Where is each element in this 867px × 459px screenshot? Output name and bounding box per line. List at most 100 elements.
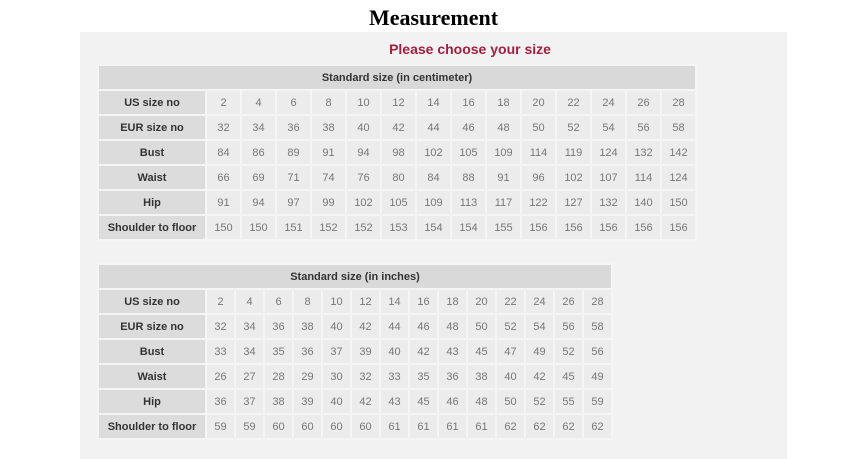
size-cell: 16 <box>408 288 439 315</box>
size-cell: 58 <box>660 114 697 141</box>
size-cell: 59 <box>205 413 236 440</box>
size-table-centimeter: Standard size (in centimeter) US size no 2… <box>97 64 697 241</box>
table-row: EUR size no 32 34 36 38 40 42 44 46 48 50 52 54 56 58 <box>97 313 613 340</box>
size-cell: 114 <box>520 139 557 166</box>
size-cell: 132 <box>625 139 662 166</box>
size-cell: 114 <box>625 164 662 191</box>
table-caption: Standard size (in centimeter) <box>97 64 697 91</box>
table-header-row: Standard size (in centimeter) <box>97 64 697 91</box>
size-cell: 42 <box>524 363 555 390</box>
size-cell: 124 <box>590 139 627 166</box>
size-cell: 29 <box>292 363 323 390</box>
size-cell: 59 <box>582 388 613 415</box>
size-cell: 140 <box>625 189 662 216</box>
size-cell: 59 <box>234 413 265 440</box>
size-cell: 10 <box>345 89 382 116</box>
row-label: US size no <box>97 89 207 116</box>
size-cell: 34 <box>234 313 265 340</box>
size-cell: 91 <box>310 139 347 166</box>
size-cell: 71 <box>275 164 312 191</box>
size-cell: 33 <box>205 338 236 365</box>
size-cell: 6 <box>275 89 312 116</box>
size-cell: 69 <box>240 164 277 191</box>
size-cell: 45 <box>466 338 497 365</box>
size-cell: 50 <box>466 313 497 340</box>
size-cell: 88 <box>450 164 487 191</box>
size-cell: 80 <box>380 164 417 191</box>
size-cell: 40 <box>321 313 352 340</box>
size-cell: 4 <box>240 89 277 116</box>
size-cell: 39 <box>350 338 381 365</box>
size-cell: 6 <box>263 288 294 315</box>
size-cell: 2 <box>205 89 242 116</box>
row-label: Shoulder to floor <box>97 413 207 440</box>
size-cell: 49 <box>524 338 555 365</box>
table-row: US size no 2 4 6 8 10 12 14 16 18 20 22 24 26 28 <box>97 89 697 116</box>
table-row: Waist 26 27 28 29 30 32 33 35 36 38 40 42 45 49 <box>97 363 613 390</box>
size-table-inches: Standard size (in inches) US size no 2 4 6 8 1… <box>97 263 613 440</box>
size-cell: 96 <box>520 164 557 191</box>
table-row: Waist 66 69 71 74 76 80 84 88 91 96 102 107 114 124 <box>97 164 697 191</box>
size-cell: 117 <box>485 189 522 216</box>
size-cell: 48 <box>466 388 497 415</box>
size-cell: 156 <box>590 214 627 241</box>
size-cell: 60 <box>321 413 352 440</box>
size-cell: 43 <box>437 338 468 365</box>
size-cell: 156 <box>625 214 662 241</box>
size-cell: 36 <box>437 363 468 390</box>
size-cell: 102 <box>555 164 592 191</box>
size-cell: 76 <box>345 164 382 191</box>
size-cell: 38 <box>466 363 497 390</box>
size-cell: 42 <box>350 313 381 340</box>
size-cell: 40 <box>345 114 382 141</box>
size-cell: 55 <box>553 388 584 415</box>
size-cell: 45 <box>408 388 439 415</box>
table-row: Bust 84 86 89 91 94 98 102 105 109 114 119 124 132 142 <box>97 139 697 166</box>
size-cell: 44 <box>415 114 452 141</box>
size-cell: 16 <box>450 89 487 116</box>
size-cell: 40 <box>379 338 410 365</box>
size-cell: 109 <box>485 139 522 166</box>
size-cell: 40 <box>321 388 352 415</box>
size-cell: 89 <box>275 139 312 166</box>
size-cell: 36 <box>205 388 236 415</box>
size-cell: 44 <box>379 313 410 340</box>
size-cell: 152 <box>310 214 347 241</box>
size-cell: 32 <box>350 363 381 390</box>
size-cell: 22 <box>495 288 526 315</box>
size-cell: 91 <box>205 189 242 216</box>
size-cell: 62 <box>495 413 526 440</box>
size-cell: 132 <box>590 189 627 216</box>
size-cell: 99 <box>310 189 347 216</box>
size-cell: 32 <box>205 313 236 340</box>
size-cell: 156 <box>555 214 592 241</box>
size-cell: 74 <box>310 164 347 191</box>
size-cell: 60 <box>350 413 381 440</box>
size-cell: 54 <box>590 114 627 141</box>
size-cell: 12 <box>380 89 417 116</box>
size-cell: 18 <box>437 288 468 315</box>
size-cell: 27 <box>234 363 265 390</box>
size-cell: 154 <box>450 214 487 241</box>
size-cell: 150 <box>240 214 277 241</box>
size-cell: 26 <box>625 89 662 116</box>
size-cell: 14 <box>415 89 452 116</box>
size-cell: 52 <box>555 114 592 141</box>
size-cell: 105 <box>380 189 417 216</box>
size-cell: 47 <box>495 338 526 365</box>
size-cell: 94 <box>345 139 382 166</box>
size-cell: 127 <box>555 189 592 216</box>
size-cell: 154 <box>415 214 452 241</box>
size-cell: 18 <box>485 89 522 116</box>
size-cell: 45 <box>553 363 584 390</box>
size-cell: 58 <box>582 313 613 340</box>
size-cell: 38 <box>292 313 323 340</box>
size-cell: 150 <box>205 214 242 241</box>
size-cell: 50 <box>520 114 557 141</box>
size-cell: 61 <box>466 413 497 440</box>
row-label: Hip <box>97 388 207 415</box>
size-cell: 86 <box>240 139 277 166</box>
size-cell: 10 <box>321 288 352 315</box>
size-cell: 39 <box>292 388 323 415</box>
size-cell: 102 <box>415 139 452 166</box>
